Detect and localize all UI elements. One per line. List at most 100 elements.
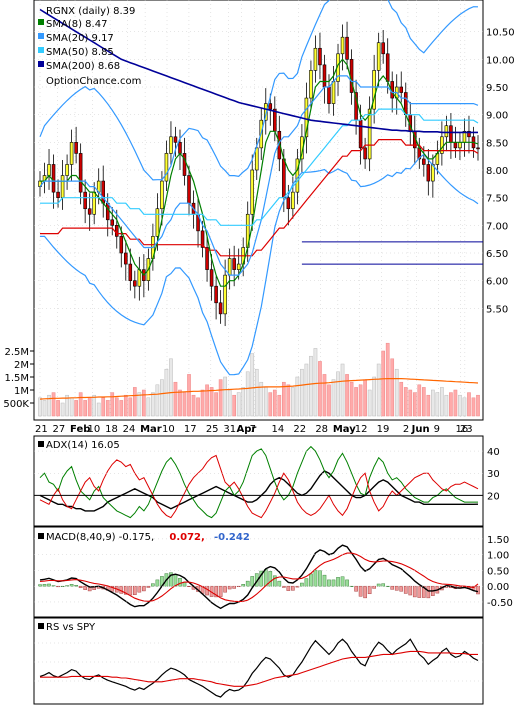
- volume-bar: [381, 350, 386, 417]
- volume-axis: 2.5M 2M 1.5M 1M 500K: [3, 347, 34, 410]
- macd-histogram-bar: [417, 585, 422, 598]
- volume-bar: [376, 363, 381, 417]
- date-tick-label: 16: [455, 424, 468, 435]
- macd-histogram-bar: [286, 585, 291, 591]
- candle-body: [458, 142, 462, 149]
- date-tick-label: 17: [184, 424, 197, 435]
- macd-histogram-bar: [128, 585, 133, 596]
- ma-line-sma200: [39, 8, 478, 134]
- volume-tick-label: 1.5M: [4, 373, 29, 384]
- macd-histogram-bar: [291, 585, 295, 591]
- macd-histogram-bar: [300, 582, 304, 587]
- macd-histogram-bar: [146, 585, 151, 588]
- candle-body: [69, 142, 74, 165]
- macd-histogram-bar: [322, 574, 327, 587]
- bollinger-lower-band: [40, 153, 479, 376]
- volume-bar: [110, 392, 115, 417]
- macd-histogram-bar: [304, 578, 309, 587]
- volume-average-line: [39, 378, 479, 400]
- macd-histogram-bar: [318, 570, 322, 587]
- candle-body: [444, 125, 449, 138]
- macd-histogram-bar: [223, 585, 227, 593]
- volume-bar: [191, 394, 196, 417]
- macd-tick-label: -0.50: [487, 598, 513, 609]
- volume-bar: [155, 384, 160, 417]
- volume-bar: [399, 381, 404, 417]
- volume-bar: [277, 394, 282, 417]
- date-tick-label: 7: [250, 424, 256, 435]
- macd-histogram-bar: [250, 576, 255, 587]
- price-tick-label: 10.50: [486, 28, 515, 39]
- volume-bar: [372, 376, 376, 417]
- adx-line-2: [39, 454, 479, 519]
- macd-histogram-bar: [367, 585, 372, 595]
- macd-histogram-bar: [263, 569, 268, 587]
- volume-bar: [232, 394, 236, 417]
- volume-bar: [142, 389, 146, 417]
- volume-bar: [331, 379, 336, 417]
- volume-bar: [435, 392, 440, 417]
- volume-bar: [56, 400, 60, 417]
- macd-histogram-bar: [399, 585, 404, 592]
- volume-bar: [417, 384, 422, 417]
- volume-bar: [385, 342, 390, 417]
- candle-body: [322, 64, 327, 88]
- volume-bar: [83, 400, 87, 417]
- volume-tick-label: 1M: [14, 386, 29, 397]
- volume-bar: [403, 387, 408, 417]
- macd-histogram-bar: [74, 584, 78, 587]
- candle-body: [160, 180, 164, 210]
- candle-body: [340, 36, 345, 55]
- volume-bar: [453, 389, 458, 417]
- date-tick-label: 10: [88, 424, 101, 435]
- macd-tick-label: 1.50: [487, 535, 509, 546]
- adx-swatch: [38, 441, 44, 447]
- volume-bar: [286, 384, 291, 417]
- macd-histogram-bar: [421, 585, 426, 598]
- candle-body: [227, 258, 232, 276]
- candle-body: [358, 119, 363, 149]
- volume-bar: [349, 381, 354, 417]
- macd-label: MACD(8,40,9) -0.175,: [46, 532, 154, 543]
- rs-line-1: [40, 650, 478, 687]
- macd-histogram-bar: [394, 585, 399, 591]
- volume-bar: [462, 397, 467, 417]
- candle-body: [209, 269, 214, 287]
- candle-body: [345, 36, 349, 60]
- date-tick-label: 25: [206, 424, 219, 435]
- adx-axis: 40 30 20: [34, 447, 500, 502]
- macd-histogram-bar: [137, 585, 142, 593]
- volume-bar: [146, 397, 151, 417]
- volume-bar: [318, 361, 322, 417]
- candle-body: [128, 263, 133, 281]
- candle-body: [422, 158, 426, 165]
- volume-bar: [132, 387, 137, 417]
- volume-bar: [105, 400, 110, 417]
- volume-bar: [187, 374, 191, 417]
- price-tick-label: 8.00: [486, 166, 508, 177]
- volume-bar: [196, 397, 200, 417]
- candle-body: [318, 47, 322, 66]
- volume-bar: [119, 400, 124, 417]
- macd-tick-label: 0.00: [487, 582, 509, 593]
- price-tick-label: 9.50: [486, 83, 508, 94]
- macd-histogram-bar: [408, 585, 413, 596]
- volume-bar: [245, 371, 250, 417]
- candle-body: [367, 108, 372, 160]
- volume-bar: [354, 387, 358, 417]
- candle-body: [232, 258, 236, 270]
- volume-bar: [390, 358, 395, 417]
- volume-bar: [236, 392, 241, 417]
- volume-bar: [51, 392, 56, 417]
- date-tick-label: Apr: [236, 424, 256, 435]
- candle-body: [309, 70, 313, 99]
- date-tick-label: 28: [315, 424, 328, 435]
- candle-body: [331, 81, 336, 104]
- candle-body: [200, 230, 205, 248]
- date-tick-label: 2: [403, 424, 409, 435]
- macd-histogram-bar: [336, 577, 340, 587]
- macd-histogram-bar: [313, 569, 318, 587]
- legend-sma50: SMA(50) 8.85: [46, 47, 114, 58]
- volume-bar: [367, 389, 372, 417]
- macd-line: [39, 544, 479, 610]
